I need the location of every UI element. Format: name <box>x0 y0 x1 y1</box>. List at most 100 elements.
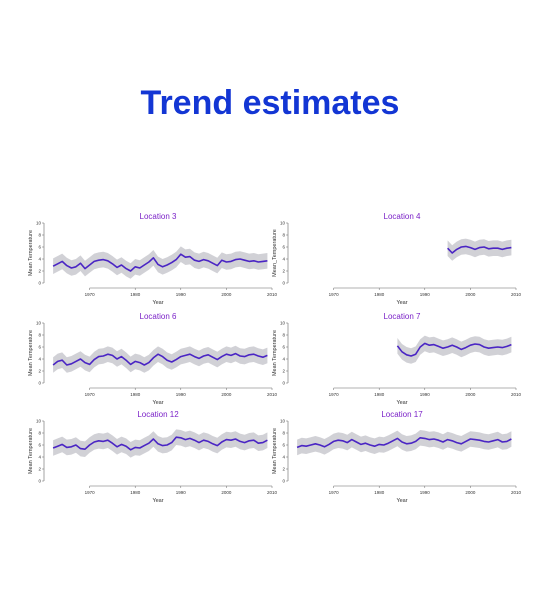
y-axis-label: Mean Temperature <box>272 428 278 474</box>
y-tick-label: 10 <box>280 419 286 424</box>
x-tick-label: 1990 <box>176 392 187 397</box>
panel-title: Location 17 <box>381 410 423 419</box>
x-tick-label: 1980 <box>130 292 141 297</box>
panel-title: Location 4 <box>384 212 421 221</box>
y-tick-label: 10 <box>36 321 42 326</box>
x-tick-label: 1970 <box>85 490 96 495</box>
y-tick-label: 0 <box>38 381 41 386</box>
x-axis-label: Year <box>396 300 407 306</box>
panel-title: Location 7 <box>384 312 421 321</box>
x-tick-label: 1990 <box>420 490 431 495</box>
x-axis-label: Year <box>152 498 163 504</box>
trend-line <box>296 436 512 449</box>
x-tick-label: 1990 <box>420 292 431 297</box>
y-tick-label: 8 <box>282 431 285 436</box>
y-tick-label: 0 <box>282 281 285 286</box>
x-tick-label: 2010 <box>267 490 278 495</box>
x-tick-label: 2000 <box>221 490 232 495</box>
y-tick-label: 0 <box>38 281 41 286</box>
x-tick-label: 2000 <box>465 392 476 397</box>
x-tick-label: 2010 <box>267 292 278 297</box>
x-tick-label: 2000 <box>465 490 476 495</box>
confidence-band <box>447 238 512 261</box>
x-tick-label: 1970 <box>85 292 96 297</box>
y-tick-label: 0 <box>38 479 41 484</box>
x-tick-label: 2010 <box>511 490 522 495</box>
y-tick-label: 6 <box>38 245 41 250</box>
y-tick-label: 4 <box>282 455 285 460</box>
x-tick-label: 1980 <box>374 490 385 495</box>
trend-line <box>52 352 268 366</box>
trend-line <box>396 342 512 357</box>
y-tick-label: 6 <box>38 443 41 448</box>
x-tick-label: 1980 <box>374 292 385 297</box>
y-tick-label: 0 <box>282 479 285 484</box>
y-tick-label: 6 <box>38 345 41 350</box>
y-tick-label: 4 <box>282 357 285 362</box>
x-axis-label: Year <box>396 400 407 406</box>
y-axis-label: Mean Temperature <box>272 330 278 376</box>
x-tick-label: 1980 <box>374 392 385 397</box>
y-tick-label: 2 <box>282 467 285 472</box>
confidence-band <box>53 246 268 279</box>
y-axis-label: Mean_Temperature <box>272 229 278 277</box>
y-tick-label: 10 <box>280 221 286 226</box>
y-axis-label: Mean Temperature <box>28 428 34 474</box>
x-tick-label: 2010 <box>511 292 522 297</box>
confidence-band <box>397 335 512 364</box>
x-tick-label: 1990 <box>420 392 431 397</box>
y-tick-label: 4 <box>38 357 41 362</box>
x-axis-label: Year <box>152 400 163 406</box>
y-tick-label: 10 <box>36 221 42 226</box>
x-tick-label: 2010 <box>267 392 278 397</box>
x-tick-label: 2000 <box>465 292 476 297</box>
trend-line <box>447 245 512 254</box>
trend-line <box>52 436 268 451</box>
x-tick-label: 2000 <box>221 392 232 397</box>
x-tick-label: 1990 <box>176 292 187 297</box>
y-tick-label: 8 <box>282 333 285 338</box>
slide-title: Trend estimates <box>140 84 400 122</box>
x-tick-label: 1980 <box>130 392 141 397</box>
y-tick-label: 2 <box>282 269 285 274</box>
y-tick-label: 6 <box>282 443 285 448</box>
confidence-band <box>53 429 268 458</box>
y-axis-label: Mean Temperature <box>28 330 34 376</box>
y-tick-label: 10 <box>36 419 42 424</box>
y-tick-label: 8 <box>38 431 41 436</box>
x-tick-label: 1970 <box>329 490 340 495</box>
confidence-band <box>53 345 268 373</box>
y-tick-label: 2 <box>38 269 41 274</box>
y-tick-label: 8 <box>38 233 41 238</box>
y-tick-label: 2 <box>38 369 41 374</box>
y-tick-label: 0 <box>282 381 285 386</box>
x-tick-label: 1970 <box>329 392 340 397</box>
x-tick-label: 2010 <box>511 392 522 397</box>
panel-title: Location 12 <box>137 410 179 419</box>
trend-line <box>52 253 268 272</box>
y-tick-label: 6 <box>282 345 285 350</box>
x-tick-label: 1970 <box>329 292 340 297</box>
panel-title: Location 6 <box>140 312 177 321</box>
y-tick-label: 2 <box>38 467 41 472</box>
x-axis-label: Year <box>396 498 407 504</box>
y-tick-label: 4 <box>38 455 41 460</box>
x-axis-label: Year <box>152 300 163 306</box>
y-tick-label: 10 <box>280 321 286 326</box>
y-axis-label: Mean Temperature <box>28 230 34 276</box>
y-tick-label: 6 <box>282 245 285 250</box>
x-tick-label: 1970 <box>85 392 96 397</box>
y-tick-label: 2 <box>282 369 285 374</box>
x-tick-label: 1980 <box>130 490 141 495</box>
y-tick-label: 4 <box>38 257 41 262</box>
y-tick-label: 4 <box>282 257 285 262</box>
x-tick-label: 2000 <box>221 292 232 297</box>
x-tick-label: 1990 <box>176 490 187 495</box>
